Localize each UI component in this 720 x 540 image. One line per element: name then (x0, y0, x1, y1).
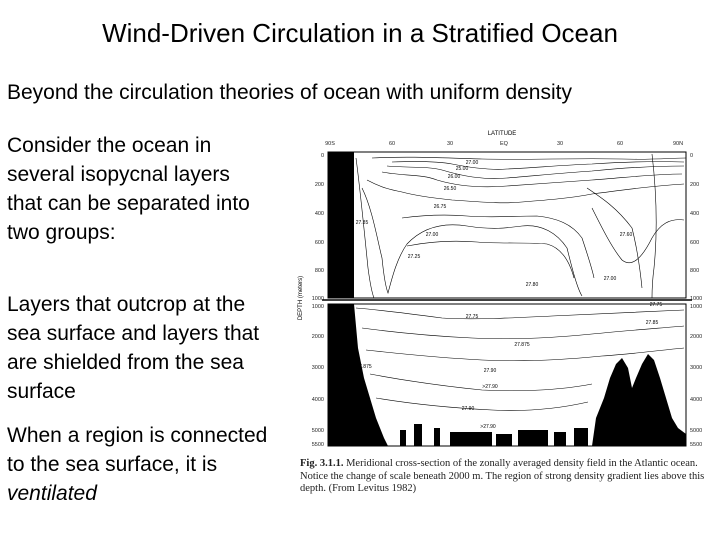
depth-tick: 5500 (312, 442, 324, 448)
contour-label: 26.50 (444, 186, 457, 192)
antarctica-landmass-upper (328, 152, 354, 298)
ventilated-emphasis: ventilated (7, 482, 97, 505)
density-section-figure: LATITUDE 90S 60 30 EQ 30 60 90N DEPTH (m… (292, 128, 716, 448)
depth-tick: 600 (315, 240, 324, 246)
depth-tick-right: 400 (690, 211, 699, 217)
contour-label: 27.875 (356, 364, 372, 370)
contour-label: 27.85 (646, 320, 659, 326)
depth-tick: 400 (315, 211, 324, 217)
depth-tick-right: 5000 (690, 428, 702, 434)
contour-label: 27.60 (620, 232, 633, 238)
contour-label: 27.25 (408, 254, 421, 260)
depth-tick: 1000 (312, 304, 324, 310)
figure-caption: Fig. 3.1.1. Meridional cross-section of … (300, 458, 714, 496)
depth-tick-right: 5500 (690, 442, 702, 448)
contour-label: 27.80 (526, 282, 539, 288)
contour-label: 27.90 (484, 368, 497, 374)
contour-label: >27.90 (480, 424, 496, 430)
depth-tick: 0 (321, 153, 324, 159)
contour-label: 27.75 (466, 314, 479, 320)
contour-label: 25.00 (456, 166, 469, 172)
depth-tick-right: 200 (690, 182, 699, 188)
lat-tick: 30 (557, 141, 563, 147)
contour-label: 27.90 (462, 406, 475, 412)
depth-tick: 800 (315, 268, 324, 274)
lat-tick: 90N (673, 141, 683, 147)
depth-tick: 5000 (312, 428, 324, 434)
latitude-axis-label: LATITUDE (488, 131, 517, 137)
caption-text: Meridional cross-section of the zonally … (300, 458, 705, 494)
depth-tick-right: 1000 (690, 296, 702, 302)
contour-label: >27.90 (482, 384, 498, 390)
depth-tick: 3000 (312, 365, 324, 371)
contour-label: 27.00 (604, 276, 617, 282)
depth-axis-label: DEPTH (meters) (298, 276, 304, 320)
antarctica-landmass-lower (328, 304, 388, 446)
depth-tick-right: 2000 (690, 334, 702, 340)
depth-tick-right: 4000 (690, 397, 702, 403)
depth-tick: 200 (315, 182, 324, 188)
lat-tick: 90S (325, 141, 335, 147)
lat-tick: 60 (617, 141, 623, 147)
contour-label: 26.00 (448, 174, 461, 180)
density-section-plot: LATITUDE 90S 60 30 EQ 30 60 90N DEPTH (m… (298, 131, 702, 448)
paragraph-ventilated: When a region is connected to the sea su… (7, 421, 269, 508)
ventilated-text: When a region is connected to the sea su… (7, 424, 268, 476)
contour-label: 26.75 (434, 204, 447, 210)
depth-tick: 2000 (312, 334, 324, 340)
depth-tick: 4000 (312, 397, 324, 403)
slide-title: Wind-Driven Circulation in a Stratified … (102, 18, 618, 48)
caption-label: Fig. 3.1.1. (300, 458, 344, 469)
depth-tick-right: 600 (690, 240, 699, 246)
upper-panel-frame (327, 151, 687, 299)
lat-tick: EQ (500, 141, 509, 147)
contour-label: 27.00 (426, 232, 439, 238)
paragraph-outcrop-layers: Layers that outcrop at the sea surface a… (7, 293, 260, 403)
lat-tick: 60 (389, 141, 395, 147)
depth-tick-right: 1000 (690, 304, 702, 310)
slide-subtitle: Beyond the circulation theories of ocean… (7, 81, 572, 104)
contour-label: 27.875 (514, 342, 530, 348)
depth-tick-right: 0 (690, 153, 693, 159)
depth-tick-right: 3000 (690, 365, 702, 371)
contour-label: 27.75 (650, 302, 663, 308)
lat-tick: 30 (447, 141, 453, 147)
paragraph-isopycnal-layers: Consider the ocean in several isopycnal … (7, 134, 250, 244)
contour-label: 27.85 (356, 220, 369, 226)
contour-label: 27.00 (466, 160, 479, 166)
depth-tick: 1000 (312, 296, 324, 302)
depth-tick-right: 800 (690, 268, 699, 274)
mid-atlantic-ridge-landmass (592, 354, 686, 446)
